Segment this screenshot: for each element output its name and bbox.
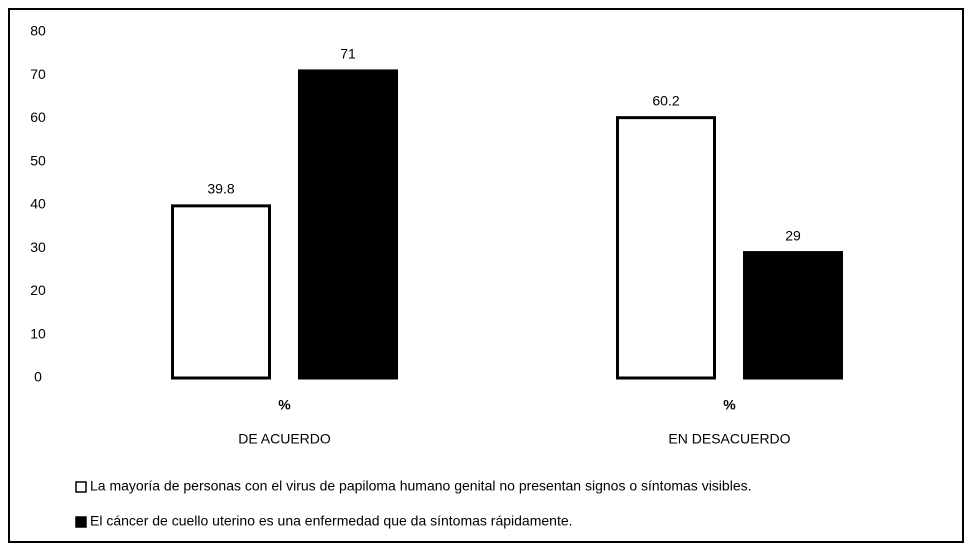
data-label: 71 [340, 46, 356, 62]
y-tick-label: 0 [34, 369, 42, 385]
bar [743, 251, 843, 380]
y-tick-label: 50 [30, 152, 46, 168]
bar [298, 69, 398, 380]
y-tick-label: 70 [30, 66, 46, 82]
x-tick-label: DE ACUERDO [238, 431, 331, 447]
legend-marker [75, 481, 87, 493]
legend-label: El cáncer de cuello uterino es una enfer… [90, 513, 573, 529]
y-tick-label: 10 [30, 325, 46, 341]
bar [171, 204, 271, 380]
y-tick-label: 40 [30, 196, 46, 212]
data-label: 29 [785, 227, 801, 243]
data-label: 39.8 [207, 181, 234, 197]
y-tick-label: 30 [30, 239, 46, 255]
x-tick-label: EN DESACUERDO [668, 431, 790, 447]
y-tick-label: 60 [30, 109, 46, 125]
y-tick-label: 20 [30, 282, 46, 298]
data-label: 60.2 [652, 92, 679, 108]
y-tick-label: 80 [30, 23, 46, 39]
legend-marker [75, 516, 87, 528]
x-sublabel: % [278, 397, 291, 413]
legend-label: La mayoría de personas con el virus de p… [90, 478, 752, 494]
bar [616, 116, 716, 380]
x-sublabel: % [723, 397, 736, 413]
